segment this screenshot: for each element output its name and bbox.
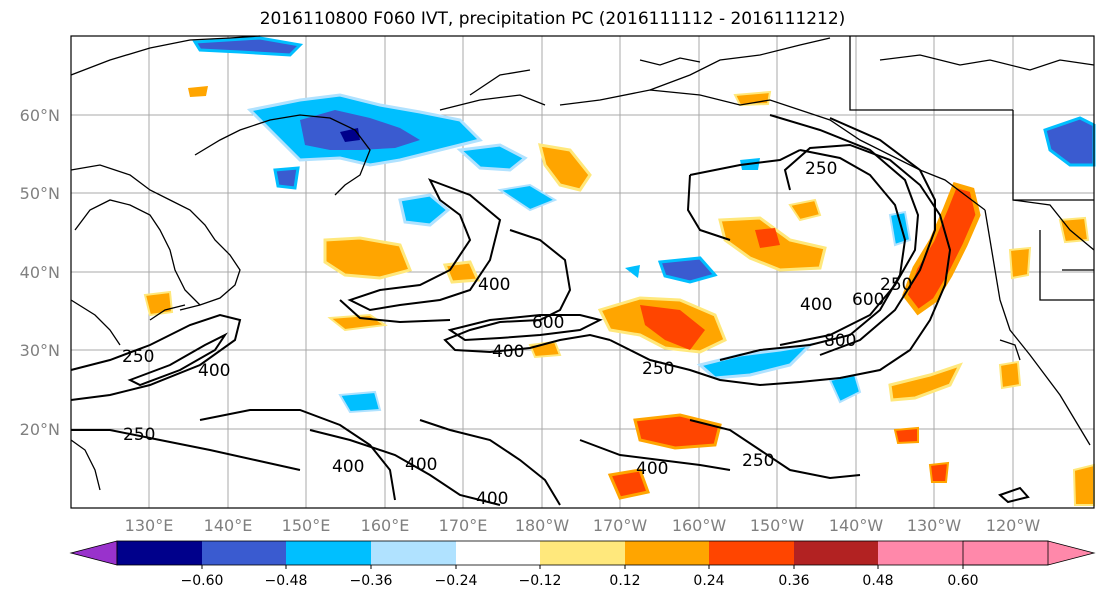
colorbar: −0.60 −0.48 −0.36 −0.24 −0.12 0.12 0.24 … xyxy=(69,540,1096,589)
contour-label: 600 xyxy=(532,313,564,333)
lon-tick-label: 140°W xyxy=(829,516,884,535)
contour-label: 400 xyxy=(405,455,437,475)
contour-label: 400 xyxy=(636,459,668,479)
colorbar-segment xyxy=(371,541,456,565)
precip-negative-areas xyxy=(192,36,1096,414)
contour-label: 400 xyxy=(198,361,230,381)
lon-tick-label: 140°E xyxy=(204,516,253,535)
lon-tick-label: 160°E xyxy=(361,516,410,535)
map-border xyxy=(70,35,1095,509)
coastlines xyxy=(70,35,1095,491)
colorbar-extend-low xyxy=(69,540,118,566)
lon-tick-label: 120°W xyxy=(986,516,1041,535)
colorbar-label: −0.12 xyxy=(519,573,562,589)
precip-positive-areas xyxy=(143,86,1095,506)
lon-tick-label: 130°W xyxy=(907,516,962,535)
map-panel: 250 250 400 250 400 400 600 400 250 250 … xyxy=(70,35,1096,509)
contour-label: 250 xyxy=(742,451,774,471)
colorbar-segment xyxy=(540,541,625,565)
contour-label: 400 xyxy=(476,489,508,509)
contour-labels: 250 250 400 250 400 400 600 400 250 250 … xyxy=(122,159,912,509)
lon-tick-label: 170°E xyxy=(439,516,488,535)
lat-tick-label: 20°N xyxy=(20,420,60,439)
colorbar-segment xyxy=(202,541,286,565)
colorbar-segment xyxy=(625,541,709,565)
contour-label: 400 xyxy=(800,295,832,315)
lon-tick-label: 150°E xyxy=(282,516,331,535)
colorbar-label: −0.60 xyxy=(181,573,224,589)
colorbar-segment xyxy=(117,541,202,565)
contour-label: 400 xyxy=(492,342,524,362)
contour-label: 400 xyxy=(478,275,510,295)
contour-label: 400 xyxy=(332,457,364,477)
colorbar-segment xyxy=(878,541,963,565)
lat-tick-label: 50°N xyxy=(20,184,60,203)
lat-tick-label: 40°N xyxy=(20,263,60,282)
lon-tick-label: 180°W xyxy=(515,516,570,535)
lon-tick-label: 130°E xyxy=(125,516,174,535)
contour-label: 250 xyxy=(805,159,837,179)
lat-axis: 60°N 50°N 40°N 30°N 20°N xyxy=(20,106,60,439)
lon-tick-label: 160°W xyxy=(672,516,727,535)
map-title: 2016110800 F060 IVT, precipitation PC (2… xyxy=(259,9,846,29)
contour-label: 250 xyxy=(122,347,154,367)
colorbar-label: −0.24 xyxy=(435,573,478,589)
colorbar-segment xyxy=(286,541,371,565)
colorbar-segment xyxy=(794,541,878,565)
colorbar-label: 0.36 xyxy=(778,573,809,589)
colorbar-label: 0.24 xyxy=(693,573,724,589)
contour-label: 250 xyxy=(123,425,155,445)
colorbar-label: 0.48 xyxy=(862,573,893,589)
colorbar-segment xyxy=(456,541,540,565)
colorbar-label: −0.36 xyxy=(350,573,393,589)
contour-label: 800 xyxy=(824,331,856,351)
colorbar-label: 0.12 xyxy=(609,573,640,589)
lon-tick-label: 170°W xyxy=(593,516,648,535)
ivt-contours xyxy=(70,114,1030,506)
lon-axis: 130°E 140°E 150°E 160°E 170°E 180°W 170°… xyxy=(125,516,1041,535)
contour-label: 250 xyxy=(880,275,912,295)
lat-tick-label: 60°N xyxy=(20,106,60,125)
contour-label: 600 xyxy=(852,290,884,310)
colorbar-ticks xyxy=(201,565,964,569)
colorbar-label: 0.60 xyxy=(947,573,978,589)
colorbar-segment xyxy=(709,541,794,565)
lon-tick-label: 150°W xyxy=(750,516,805,535)
lat-tick-label: 30°N xyxy=(20,341,60,360)
contour-label: 250 xyxy=(642,359,674,379)
colorbar-extend-high xyxy=(962,540,1096,566)
colorbar-label: −0.48 xyxy=(265,573,308,589)
